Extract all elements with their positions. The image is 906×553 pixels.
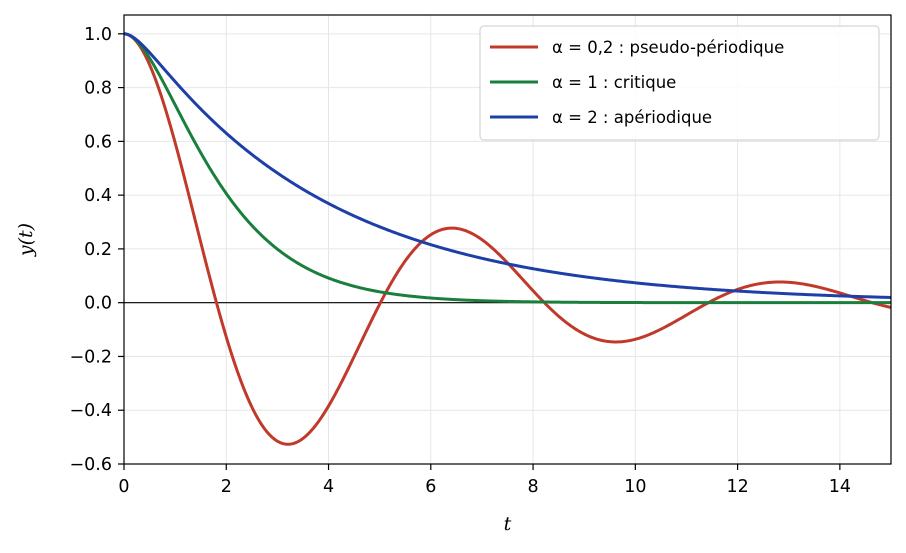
y-tick-label: 0.0: [84, 294, 112, 314]
y-tick-label: 0.8: [84, 79, 112, 99]
x-axis-label: t: [504, 513, 512, 535]
x-tick-label: 8: [527, 477, 538, 497]
y-tick-label: 1.0: [84, 25, 112, 45]
legend-label-series-2: α = 2 : apériodique: [552, 108, 712, 127]
legend-label-series-1: α = 1 : critique: [552, 73, 676, 92]
series-lines: [123, 32, 892, 446]
series-line-1: [123, 32, 892, 305]
x-tick-label: 6: [425, 477, 436, 497]
x-tick-label: 4: [323, 477, 334, 497]
y-tick-label: −0.6: [70, 455, 113, 475]
x-tick-label: 12: [726, 477, 748, 497]
y-tick-label: 0.6: [84, 132, 112, 152]
y-axis-label: y(t): [15, 223, 37, 257]
y-tick-label: −0.4: [70, 401, 113, 421]
x-tick-label: 2: [221, 477, 232, 497]
x-tick-label: 14: [829, 477, 851, 497]
x-tick-label: 0: [118, 477, 129, 497]
legend-label-series-0: α = 0,2 : pseudo-périodique: [552, 38, 784, 57]
y-tick-label: 0.4: [84, 186, 112, 206]
series-line-2: [123, 32, 892, 299]
x-axis-ticks: 0 2 4 6 8 10 12 14: [118, 464, 851, 497]
y-axis-ticks: −0.6 −0.4 −0.2 0.0 0.2 0.4 0.6 0.8 1.0: [70, 25, 124, 475]
legend: α = 0,2 : pseudo-périodique α = 1 : crit…: [479, 25, 880, 141]
x-tick-label: 10: [624, 477, 646, 497]
legend-box: [479, 25, 880, 141]
plot-frame: [123, 14, 892, 465]
y-tick-label: −0.2: [70, 347, 113, 367]
y-tick-label: 0.2: [84, 240, 112, 260]
